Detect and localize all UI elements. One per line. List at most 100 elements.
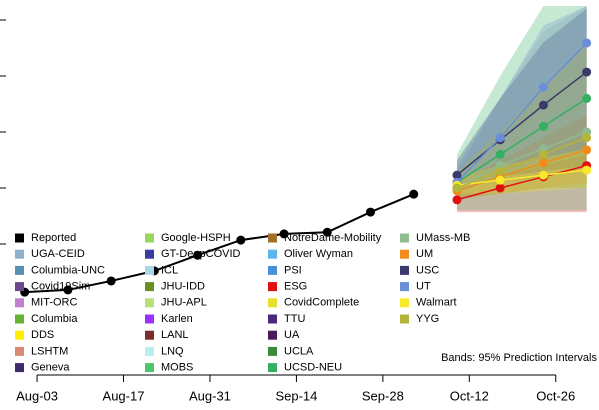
prediction-band <box>456 8 587 188</box>
forecast-point <box>495 166 505 176</box>
legend-label: Oliver Wyman <box>284 248 353 260</box>
legend-swatch <box>15 330 24 340</box>
legend-swatch <box>15 265 24 275</box>
legend-swatch <box>268 265 277 275</box>
reported-point <box>322 227 332 237</box>
forecast-point <box>582 93 592 103</box>
forecast-point <box>452 170 462 180</box>
forecast-point <box>538 170 548 180</box>
legend-swatch <box>15 298 24 308</box>
legend-swatch <box>15 363 24 373</box>
legend-swatch <box>268 233 277 243</box>
legend-swatch <box>145 298 154 308</box>
reported-point <box>193 250 203 260</box>
legend-label: UT <box>416 281 431 293</box>
legend-label: UMass-MB <box>416 232 470 244</box>
forecast-point <box>538 121 548 131</box>
x-tick-label: Oct-12 <box>450 388 489 403</box>
legend-swatch <box>268 298 277 308</box>
forecast-point <box>495 149 505 159</box>
legend-label: GT-DeepCOVID <box>161 248 241 260</box>
prediction-band <box>456 154 587 213</box>
reported-point <box>63 285 73 295</box>
forecast-point <box>582 38 592 48</box>
x-tick-label: Oct-26 <box>536 388 575 403</box>
legend-label: UM <box>416 248 433 260</box>
forecast-point <box>582 165 592 175</box>
legend-swatch <box>15 249 24 259</box>
x-tick-label: Sep-14 <box>275 388 317 403</box>
legend-label: Reported <box>31 232 76 244</box>
legend-swatch <box>400 233 409 243</box>
legend-label: Karlen <box>161 313 193 325</box>
legend-label: YYG <box>416 313 439 325</box>
x-tick-label: Aug-17 <box>103 388 145 403</box>
legend-swatch <box>15 314 24 324</box>
legend-swatch <box>15 233 24 243</box>
forecast-point <box>495 133 505 143</box>
reported-point <box>409 189 419 199</box>
legend-swatch <box>145 282 154 292</box>
legend-swatch <box>400 249 409 259</box>
forecast-point <box>538 149 548 159</box>
forecast-point <box>452 195 462 205</box>
legend-label: UGA-CEID <box>31 248 85 260</box>
forecast-line <box>456 136 587 189</box>
band-note: Bands: 95% Prediction Intervals <box>441 352 597 364</box>
legend-swatch <box>400 265 409 275</box>
forecast-point <box>495 175 505 185</box>
legend-swatch <box>400 298 409 308</box>
forecast-line <box>456 131 587 189</box>
legend-swatch <box>15 346 24 356</box>
x-tick-label: Aug-03 <box>16 388 58 403</box>
legend-label: Walmart <box>416 297 457 309</box>
reported-point <box>236 235 246 245</box>
legend-swatch <box>400 282 409 292</box>
legend-swatch <box>145 330 154 340</box>
legend-swatch <box>268 249 277 259</box>
legend-label: MIT-ORC <box>31 297 77 309</box>
legend-swatch <box>145 346 154 356</box>
legend-label: NotreDame-Mobility <box>284 232 382 244</box>
legend-label: DDS <box>31 329 54 341</box>
legend-label: LNQ <box>161 345 184 357</box>
legend-label: LSHTM <box>31 345 68 357</box>
forecast-line <box>456 149 587 192</box>
legend-label: Geneva <box>31 362 70 374</box>
forecast-line <box>456 164 587 201</box>
reported-line <box>24 193 415 294</box>
legend-swatch <box>145 314 154 324</box>
legend-label: Google-HSPH <box>161 232 231 244</box>
reported-point <box>106 276 116 286</box>
legend-label: USC <box>416 264 439 276</box>
legend-label: UCLA <box>284 345 314 357</box>
legend-swatch <box>268 282 277 292</box>
legend-label: CovidComplete <box>284 297 359 309</box>
legend-label: Columbia-UNC <box>31 264 105 276</box>
legend-swatch <box>145 233 154 243</box>
forecast-point <box>538 100 548 110</box>
legend-swatch <box>145 249 154 259</box>
legend-label: LANL <box>161 329 189 341</box>
forecast-line <box>456 71 588 176</box>
forecast-point <box>495 183 505 193</box>
legend-swatch <box>268 346 277 356</box>
forecast-point <box>452 183 462 193</box>
legend-label: TTU <box>284 313 305 325</box>
reported-point <box>366 207 376 217</box>
legend-label: MOBS <box>161 362 193 374</box>
legend-swatch <box>15 282 24 292</box>
legend-swatch <box>268 363 277 373</box>
legend-label: Covid19Sim <box>31 281 90 293</box>
legend-label: JHU-APL <box>161 297 207 309</box>
forecast-point <box>538 158 548 168</box>
legend-label: UCSD-NEU <box>284 362 342 374</box>
x-tick-label: Aug-31 <box>189 388 231 403</box>
forecast-bands <box>452 6 592 213</box>
forecast-point <box>582 133 592 143</box>
legend-swatch <box>145 363 154 373</box>
prediction-band <box>456 6 587 194</box>
forecast-line <box>456 97 588 184</box>
legend-label: UA <box>284 329 300 341</box>
